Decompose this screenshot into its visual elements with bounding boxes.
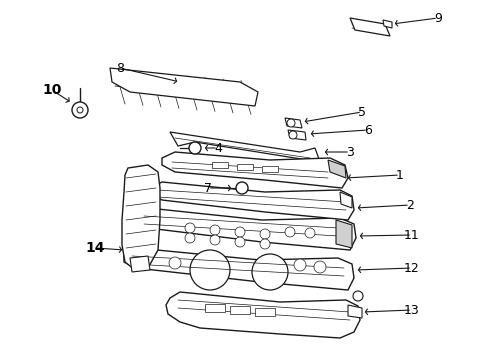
Circle shape [72,102,88,118]
Circle shape [236,182,248,194]
Circle shape [314,261,326,273]
Polygon shape [130,256,150,272]
Text: 12: 12 [404,261,420,274]
Circle shape [252,254,288,290]
Polygon shape [136,208,356,250]
Polygon shape [262,166,278,172]
Polygon shape [237,164,253,170]
Polygon shape [348,305,362,318]
Text: 1: 1 [396,168,404,181]
Circle shape [77,107,83,113]
Text: 8: 8 [116,62,124,75]
Polygon shape [288,130,306,140]
Circle shape [189,142,201,154]
Polygon shape [212,162,228,168]
Polygon shape [205,304,225,312]
Polygon shape [328,160,346,178]
Text: 6: 6 [364,123,372,136]
Circle shape [287,119,295,127]
Polygon shape [124,248,354,290]
Polygon shape [162,152,348,188]
Circle shape [169,257,181,269]
Circle shape [185,233,195,243]
Text: 4: 4 [214,141,222,154]
Text: 11: 11 [404,229,420,242]
Text: 7: 7 [204,181,212,194]
Text: 3: 3 [346,145,354,158]
Circle shape [190,250,230,290]
Polygon shape [336,220,352,248]
Text: 14: 14 [85,241,105,255]
Text: 10: 10 [42,83,62,97]
Text: 9: 9 [434,12,442,24]
Circle shape [260,229,270,239]
Polygon shape [350,18,390,36]
Circle shape [305,228,315,238]
Circle shape [235,227,245,237]
Polygon shape [166,292,360,338]
Polygon shape [340,192,352,208]
Circle shape [353,291,363,301]
Text: 2: 2 [406,198,414,212]
Text: 5: 5 [358,105,366,118]
Circle shape [294,259,306,271]
Circle shape [260,239,270,249]
Text: 13: 13 [404,303,420,316]
Polygon shape [383,20,392,28]
Polygon shape [170,132,320,162]
Polygon shape [255,308,275,316]
Circle shape [289,131,297,139]
Polygon shape [122,165,160,270]
Polygon shape [285,118,302,128]
Circle shape [210,235,220,245]
Polygon shape [150,182,354,220]
Polygon shape [230,306,250,314]
Circle shape [185,223,195,233]
Circle shape [285,227,295,237]
Polygon shape [110,68,258,106]
Circle shape [235,237,245,247]
Circle shape [210,225,220,235]
